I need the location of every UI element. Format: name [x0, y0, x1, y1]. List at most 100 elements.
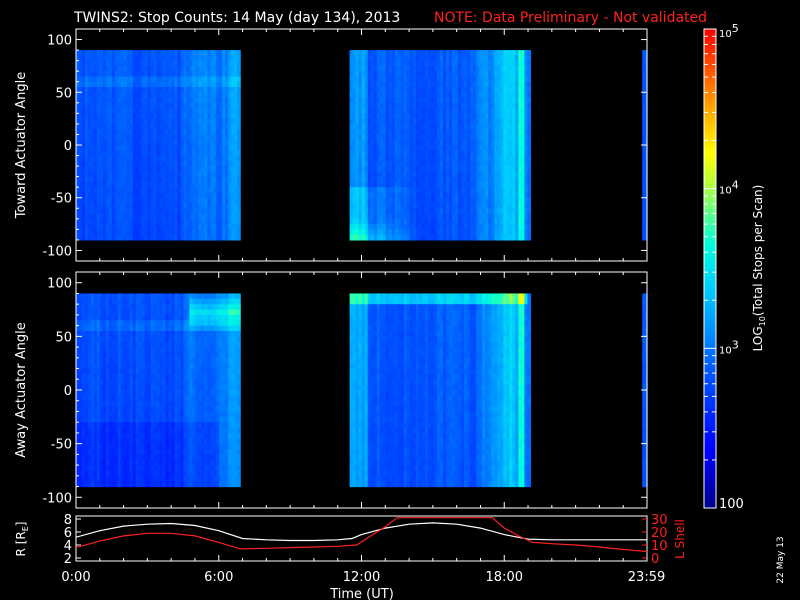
spectrogram-cell	[78, 336, 83, 343]
spectrogram-cell	[231, 197, 235, 204]
spectrogram-cell	[497, 234, 501, 241]
spectrogram-cell	[361, 234, 366, 241]
spectrogram-cell	[84, 150, 89, 157]
spectrogram-cell	[96, 384, 101, 391]
spectrogram-cell	[433, 224, 438, 230]
spectrogram-cell	[129, 363, 134, 370]
spectrogram-cell	[76, 55, 80, 62]
spectrogram-cell	[361, 81, 366, 88]
spectrogram-cell	[464, 176, 468, 183]
spectrogram-cell	[497, 102, 501, 109]
spectrogram-cell	[129, 454, 134, 461]
spectrogram-cell	[642, 123, 646, 130]
spectrogram-cell	[512, 160, 516, 167]
spectrogram-cell	[503, 166, 507, 172]
spectrogram-cell	[373, 192, 378, 199]
spectrogram-cell	[521, 55, 525, 62]
spectrogram-cell	[87, 379, 92, 386]
spectrogram-cell	[96, 187, 101, 194]
spectrogram-cell	[78, 76, 83, 83]
spectrogram-cell	[177, 145, 182, 151]
spectrogram-cell	[126, 406, 131, 413]
spectrogram-cell	[156, 71, 161, 78]
spectrogram-cell	[424, 171, 429, 178]
spectrogram-cell	[500, 102, 504, 109]
spectrogram-cell	[129, 166, 134, 172]
spectrogram-cell	[518, 218, 522, 225]
spectrogram-cell	[114, 108, 119, 114]
spectrogram-cell	[521, 187, 525, 194]
spectrogram-cell	[96, 427, 101, 434]
spectrogram-cell	[500, 129, 504, 136]
spectrogram-cell	[105, 181, 110, 188]
spectrogram-cell	[642, 55, 646, 62]
spectrogram-cell	[388, 181, 393, 188]
spectrogram-cell	[503, 203, 507, 209]
spectrogram-cell	[228, 218, 232, 225]
spectrogram-cell	[222, 224, 226, 230]
spectrogram-cell	[147, 60, 152, 67]
spectrogram-cell	[90, 341, 95, 348]
spectrogram-cell	[180, 192, 185, 199]
spectrogram-cell	[433, 50, 438, 56]
spectrogram-cell	[159, 197, 164, 204]
spectrogram-cell	[527, 102, 532, 109]
spectrogram-cell	[147, 55, 152, 62]
spectrogram-cell	[198, 97, 202, 104]
spectrogram-cell	[84, 181, 89, 188]
spectrogram-cell	[443, 81, 447, 88]
spectrogram-cell	[443, 97, 447, 104]
spectrogram-cell	[144, 71, 149, 78]
spectrogram-cell	[117, 134, 122, 141]
spectrogram-cell	[500, 187, 504, 194]
spectrogram-cell	[189, 187, 193, 194]
spectrogram-cell	[409, 218, 414, 225]
spectrogram-cell	[506, 123, 510, 130]
spectrogram-cell	[111, 87, 116, 93]
spectrogram-cell	[506, 50, 510, 56]
spectrogram-cell	[129, 336, 134, 343]
spectrogram-cell	[464, 81, 468, 88]
spectrogram-cell	[90, 459, 95, 466]
spectrogram-cell	[449, 134, 453, 141]
spectrogram-cell	[78, 449, 83, 455]
spectrogram-cell	[464, 50, 468, 56]
spectrogram-cell	[642, 65, 646, 72]
spectrogram-cell	[427, 55, 432, 62]
spectrogram-cell	[234, 50, 238, 56]
spectrogram-cell	[147, 208, 152, 215]
spectrogram-cell	[521, 87, 525, 93]
spectrogram-cell	[403, 229, 408, 236]
spectrogram-cell	[403, 203, 408, 209]
spectrogram-cell	[491, 192, 495, 199]
spectrogram-cell	[99, 192, 104, 199]
spectrogram-cell	[111, 384, 116, 391]
spectrogram-cell	[138, 155, 143, 162]
spectrogram-cell	[488, 208, 492, 215]
spectrogram-cell	[102, 443, 107, 450]
spectrogram-cell	[177, 113, 182, 120]
spectrogram-cell	[464, 229, 468, 236]
spectrogram-cell	[433, 129, 438, 136]
spectrogram-cell	[198, 192, 202, 199]
spectrogram-cell	[476, 176, 480, 183]
spectrogram-cell	[352, 118, 357, 125]
spectrogram-cell	[108, 384, 113, 391]
spectrogram-cell	[458, 234, 462, 241]
spectrogram-cell	[485, 55, 489, 62]
spectrogram-cell	[219, 92, 223, 99]
spectrogram-cell	[449, 60, 453, 67]
spectrogram-cell	[99, 197, 104, 204]
spectrogram-cell	[388, 203, 393, 209]
spectrogram-cell	[385, 187, 390, 194]
spectrogram-cell	[120, 411, 125, 418]
spectrogram-cell	[488, 160, 492, 167]
spectrogram-cell	[76, 108, 80, 114]
spectrogram-cell	[352, 65, 357, 72]
spectrogram-cell	[123, 50, 128, 56]
spectrogram-cell	[388, 92, 393, 99]
spectrogram-cell	[382, 187, 387, 194]
spectrogram-cell	[385, 171, 390, 178]
spectrogram-cell	[168, 87, 173, 93]
spectrogram-cell	[379, 218, 384, 225]
